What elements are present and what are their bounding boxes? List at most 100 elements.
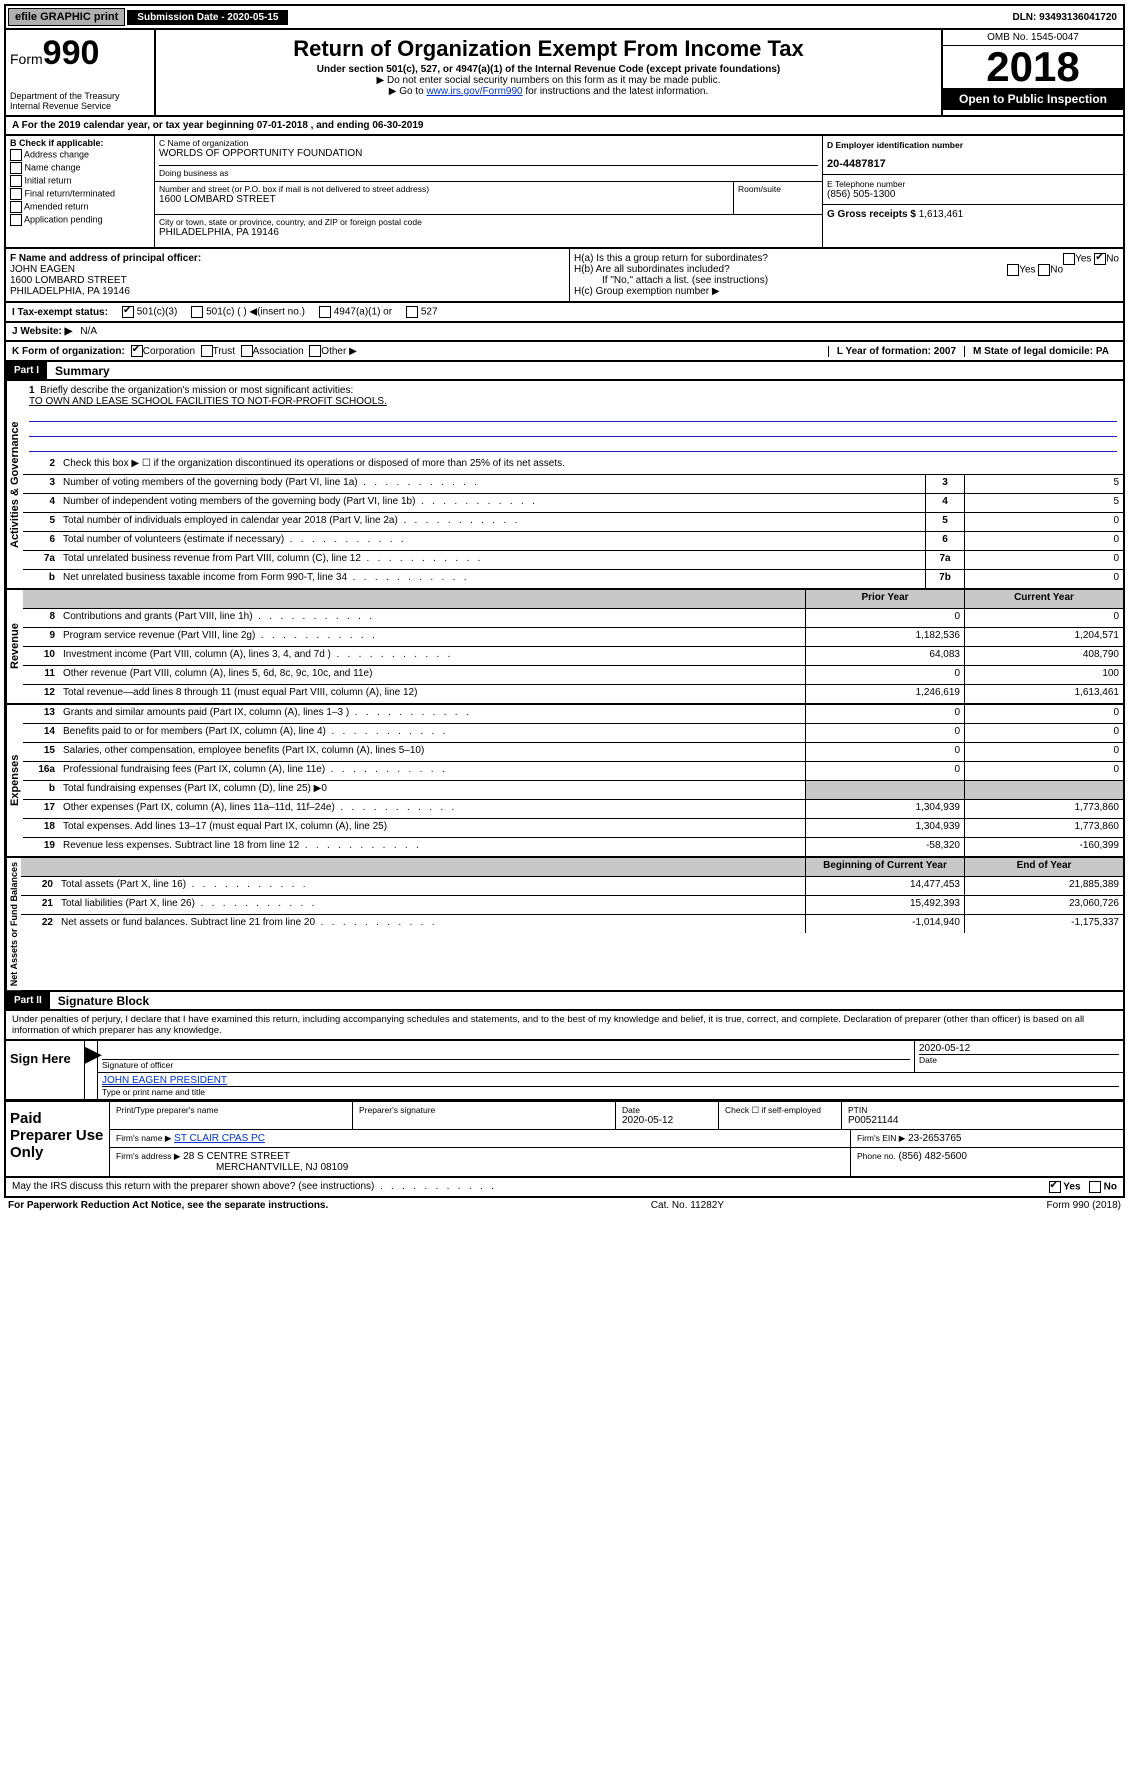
part1-title: Summary [47,364,110,378]
street-label: Number and street (or P.O. box if mail i… [159,184,729,194]
part2-header-row: Part II Signature Block [4,992,1125,1011]
officer-addr1: 1600 LOMBARD STREET [10,275,565,286]
cb-application-pending[interactable]: Application pending [24,214,103,224]
form-title: Return of Organization Exempt From Incom… [160,36,937,62]
d-ein-value: 20-4487817 [827,158,1119,170]
discuss-text: May the IRS discuss this return with the… [12,1181,494,1193]
4947-opt[interactable]: 4947(a)(1) or [334,307,392,318]
firm-phone: (856) 482-5600 [899,1151,967,1162]
efile-btn[interactable]: efile GRAPHIC print [8,8,125,26]
mission-value: TO OWN AND LEASE SCHOOL FACILITIES TO NO… [29,396,387,407]
irs-link[interactable]: www.irs.gov/Form990 [426,86,522,97]
begin-year-hdr: Beginning of Current Year [805,858,964,876]
print-name-label: Type or print name and title [102,1086,1119,1097]
ha-label: H(a) Is this a group return for subordin… [574,253,768,264]
f-label: F Name and address of principal officer: [10,253,565,264]
net-vert-label: Net Assets or Fund Balances [6,858,21,990]
governance-section: Activities & Governance 1 Briefly descri… [4,381,1125,590]
firm-city: MERCHANTVILLE, NJ 08109 [116,1162,348,1173]
top-bar: efile GRAPHIC print Submission Date - 20… [4,4,1125,30]
officer-block: F Name and address of principal officer:… [4,249,1125,303]
form-prefix: Form [10,51,43,67]
ssn-note: ▶ Do not enter social security numbers o… [160,75,937,86]
city-label: City or town, state or province, country… [159,217,818,227]
website-value: N/A [80,326,97,337]
goto-pre: ▶ Go to [389,86,427,97]
briefly-text: Briefly describe the organization's miss… [40,385,353,396]
prior-year-hdr: Prior Year [805,590,964,608]
street-value: 1600 LOMBARD STREET [159,194,729,205]
k-assoc[interactable]: Association [253,346,304,357]
form-number: 990 [43,34,100,72]
501c3-opt[interactable]: 501(c)(3) [137,307,178,318]
firm-address: 28 S CENTRE STREET [183,1151,290,1162]
k-trust[interactable]: Trust [213,346,235,357]
officer-addr2: PHILADELPHIA, PA 19146 [10,286,565,297]
c-name-label: C Name of organization [159,138,818,148]
paid-preparer-label: Paid Preparer Use Only [6,1102,110,1176]
ptin-value: P00521144 [848,1115,1117,1126]
discuss-yes[interactable]: Yes [1063,1182,1080,1193]
current-year-hdr: Current Year [964,590,1123,608]
m-state: M State of legal domicile: PA [964,346,1117,357]
527-opt[interactable]: 527 [421,307,438,318]
b-header: B Check if applicable: [10,138,150,148]
tax-exempt-row: I Tax-exempt status: 501(c)(3) 501(c) ( … [4,303,1125,323]
goto-post: for instructions and the latest informat… [523,86,709,97]
part1-badge: Part I [6,362,47,379]
website-row: J Website: ▶ N/A [4,323,1125,342]
cb-amended[interactable]: Amended return [24,201,89,211]
end-year-hdr: End of Year [964,858,1123,876]
dept-treasury: Department of the Treasury Internal Reve… [10,91,150,111]
exp-vert-label: Expenses [6,705,23,856]
room-label: Room/suite [738,184,818,194]
officer-print-name[interactable]: JOHN EAGEN PRESIDENT [102,1075,227,1086]
perjury-text: Under penalties of perjury, I declare th… [4,1011,1125,1041]
501c-opt[interactable]: 501(c) ( ) ◀(insert no.) [206,307,305,318]
form-header: Form990 Department of the Treasury Inter… [4,30,1125,117]
g-gross-label: G Gross receipts $ [827,209,916,220]
tax-year: 2018 [943,46,1123,88]
firm-ein: 23-2653765 [908,1133,961,1144]
open-public: Open to Public Inspection [943,88,1123,110]
form-subtitle: Under section 501(c), 527, or 4947(a)(1)… [160,64,937,75]
form-of-org-row: K Form of organization: Corporation Trus… [4,342,1125,362]
hb-label: H(b) Are all subordinates included? [574,264,730,275]
sig-officer-label: Signature of officer [102,1059,910,1070]
dln: DLN: 93493136041720 [1012,12,1123,23]
sig-date-label: Date [919,1054,1119,1065]
cb-final-return[interactable]: Final return/terminated [25,188,116,198]
net-assets-section: Net Assets or Fund Balances Beginning of… [4,858,1125,992]
g-gross-value: 1,613,461 [919,209,964,220]
cb-address-change[interactable]: Address change [24,149,89,159]
part2-title: Signature Block [50,994,149,1008]
part2-badge: Part II [6,992,50,1009]
footer-mid: Cat. No. 11282Y [651,1200,724,1211]
k-other[interactable]: Other ▶ [321,346,356,357]
row-a-period: A For the 2019 calendar year, or tax yea… [4,117,1125,136]
e-phone-value: (856) 505-1300 [827,189,1119,200]
cb-name-change[interactable]: Name change [25,162,81,172]
page-footer: For Paperwork Reduction Act Notice, see … [4,1198,1125,1213]
rev-vert-label: Revenue [6,590,23,703]
revenue-section: Revenue Prior Year Current Year 8Contrib… [4,590,1125,705]
footer-left: For Paperwork Reduction Act Notice, see … [8,1200,328,1211]
paid-preparer-block: Paid Preparer Use Only Print/Type prepar… [4,1102,1125,1178]
org-name: WORLDS OF OPPORTUNITY FOUNDATION [159,148,818,159]
identity-block: B Check if applicable: Address change Na… [4,136,1125,249]
part1-header-row: Part I Summary [4,362,1125,381]
submission-date: Submission Date - 2020-05-15 [127,10,288,25]
d-ein-label: D Employer identification number [827,140,1119,150]
expenses-section: Expenses 13Grants and similar amounts pa… [4,705,1125,858]
city-value: PHILADELPHIA, PA 19146 [159,227,818,238]
cb-initial-return[interactable]: Initial return [25,175,72,185]
e-phone-label: E Telephone number [827,179,1119,189]
hc-label: H(c) Group exemption number ▶ [574,286,1119,297]
dba-label: Doing business as [159,168,228,178]
hb-note: If "No," attach a list. (see instruction… [574,275,1119,286]
sig-date: 2020-05-12 [919,1043,1119,1054]
firm-name-link[interactable]: ST CLAIR CPAS PC [174,1133,265,1144]
k-corp[interactable]: Corporation [143,346,195,357]
gov-vert-label: Activities & Governance [6,381,23,588]
discuss-no[interactable]: No [1104,1182,1117,1193]
